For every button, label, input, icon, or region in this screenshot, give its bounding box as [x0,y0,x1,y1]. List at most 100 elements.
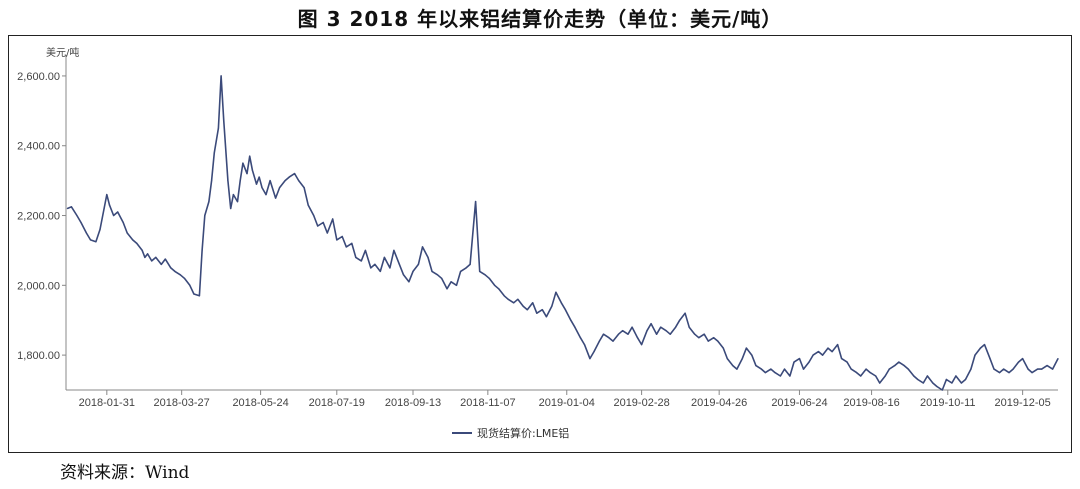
data-point [469,263,471,265]
data-point [66,207,68,210]
data-point [574,326,576,328]
data-point [694,333,696,335]
x-tick-label: 2019-08-16 [843,397,899,409]
data-point [484,274,486,276]
data-point [707,340,709,342]
data-point [189,284,191,286]
data-point [341,235,343,238]
data-point [636,337,639,339]
data-point [198,295,200,297]
data-point [336,239,338,241]
data-point [688,326,690,328]
data-point [503,295,505,297]
data-point [147,253,149,255]
data-point [751,354,753,356]
data-point [332,218,334,220]
x-tick-label: 2018-07-19 [309,397,365,409]
data-point [698,337,700,339]
x-tick-label: 2018-01-31 [79,397,135,409]
data-point [856,372,858,374]
data-point [774,372,776,374]
x-tick-label: 2018-09-13 [385,397,441,409]
data-point [755,365,757,367]
data-point [151,260,153,262]
data-point [455,284,458,286]
data-point [555,291,557,293]
data-point [141,249,143,251]
data-point [789,375,791,377]
x-tick-label: 2019-06-24 [771,397,827,409]
data-point [660,326,662,328]
data-point [732,365,734,367]
source-note: 资料来源：Wind [60,463,190,483]
data-point [1041,368,1043,370]
data-point [144,256,146,258]
data-point [612,340,614,342]
data-point [246,173,248,175]
legend-label: 现货结算价:LME铝 [477,426,569,440]
data-point [108,204,111,206]
data-point [160,263,162,265]
data-point [779,375,782,377]
data-point [498,288,500,290]
data-point [370,267,372,269]
data-point [117,211,119,213]
data-point [684,312,686,314]
data-point [326,232,328,234]
data-point [979,347,982,349]
x-tick-label: 2018-05-24 [232,397,288,409]
data-point [951,382,953,384]
data-point [294,173,296,175]
data-point [536,312,538,314]
data-point [570,319,572,321]
y-tick-label: 1,800.00 [17,350,60,362]
data-point [475,201,477,203]
y-tick-label: 2,200.00 [17,211,60,223]
data-point [551,305,553,307]
data-point [80,221,82,224]
data-point [631,326,633,328]
data-point [960,382,963,384]
data-point [408,281,410,283]
data-point [522,305,524,307]
data-point [665,330,667,332]
data-point [122,221,124,224]
data-point [355,256,357,258]
data-point [793,361,795,363]
data-point [494,284,496,286]
data-point [85,232,87,234]
chart-frame [8,35,1072,453]
data-point [113,214,115,217]
data-point [989,358,991,360]
data-point [258,176,260,178]
data-point [822,354,824,356]
data-point [230,207,232,210]
data-point [974,354,976,356]
data-point [236,201,239,203]
data-point [993,368,995,370]
data-point [764,372,767,374]
data-point [650,323,652,325]
data-point [307,204,309,206]
data-point [846,361,848,363]
data-point [288,176,290,178]
data-point [627,333,629,335]
data-point [717,340,719,342]
data-point [869,372,871,374]
data-point [879,382,881,384]
data-point [303,187,305,189]
data-point [532,302,534,304]
data-point [446,288,448,290]
data-point [579,337,582,339]
data-point [669,333,671,335]
data-point [251,169,253,171]
y-unit-label: 美元/吨 [46,46,79,59]
data-point [479,270,481,272]
data-point [998,372,1001,374]
data-point [903,365,905,367]
data-point [465,267,467,269]
data-point [164,258,166,260]
data-point [204,214,206,217]
data-point [964,378,967,381]
data-point [265,194,267,196]
